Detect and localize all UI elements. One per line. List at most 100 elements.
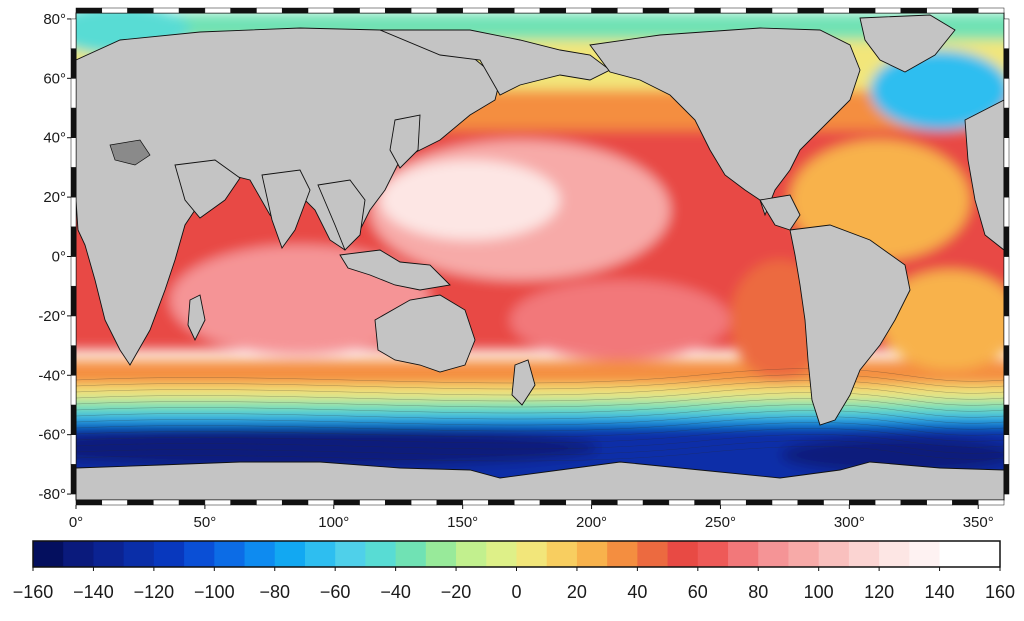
colorbar-segment bbox=[818, 541, 850, 567]
frame-segment bbox=[745, 499, 773, 506]
y-tick-label: 0° bbox=[52, 249, 66, 266]
frame-segment bbox=[1003, 167, 1010, 198]
frame-segment bbox=[952, 7, 979, 14]
frame-segment bbox=[823, 7, 850, 14]
contour-line bbox=[76, 374, 1004, 390]
frame-segment bbox=[1003, 256, 1010, 287]
frame-segment bbox=[771, 7, 799, 14]
frame-segment bbox=[694, 499, 721, 506]
frame-segment bbox=[410, 7, 438, 14]
frame-segment bbox=[1003, 48, 1010, 79]
frame-segment bbox=[70, 285, 77, 317]
land-masses bbox=[76, 14, 1004, 500]
frame-segment bbox=[281, 7, 309, 14]
x-tick-label: 100° bbox=[318, 514, 349, 531]
y-axis: 80° 60° 40° 20° 0° -20° -40° -60° -80° bbox=[38, 11, 71, 503]
field-blob bbox=[380, 160, 560, 240]
frame-segment bbox=[642, 499, 670, 506]
frame-segment bbox=[307, 499, 335, 506]
frame-segment bbox=[668, 499, 695, 506]
frame-segment bbox=[1003, 78, 1010, 109]
land-greenland bbox=[859, 14, 956, 73]
colorbar-segment bbox=[244, 541, 276, 567]
frame-segment bbox=[1003, 107, 1010, 138]
colorbar-segment bbox=[153, 541, 185, 567]
frame-segment bbox=[70, 167, 77, 198]
frame-segment bbox=[70, 226, 77, 257]
frame-segment bbox=[307, 7, 335, 14]
frame-segment bbox=[900, 499, 927, 506]
x-tick-label: 200° bbox=[576, 514, 607, 531]
colorbar-segment bbox=[667, 541, 699, 567]
frame-segment bbox=[230, 7, 257, 14]
land-north-america bbox=[589, 27, 861, 217]
colorbar-label: 120 bbox=[864, 582, 894, 602]
frame-segment bbox=[127, 7, 154, 14]
frame-segment bbox=[70, 375, 77, 406]
contour-line bbox=[76, 422, 1004, 438]
land-dark-region bbox=[109, 139, 151, 166]
colorbar-segment bbox=[939, 541, 971, 567]
y-tick-label: -20° bbox=[38, 308, 66, 325]
frame-segment bbox=[668, 7, 695, 14]
frame-segment bbox=[410, 499, 438, 506]
land-siberia bbox=[379, 29, 611, 96]
frame-segment bbox=[926, 7, 953, 14]
frame-segment bbox=[70, 78, 77, 109]
colorbar-label: −40 bbox=[380, 582, 411, 602]
colorbar-segment bbox=[184, 541, 215, 567]
colorbar-segment bbox=[697, 541, 729, 567]
frame-segment bbox=[70, 464, 77, 495]
field-blob bbox=[880, 270, 1004, 370]
colorbar-label: 100 bbox=[804, 582, 834, 602]
frame-segment bbox=[127, 499, 154, 506]
contour-line bbox=[76, 386, 1004, 402]
colorbar-segment bbox=[335, 541, 366, 567]
frame-segment bbox=[874, 499, 902, 506]
contour-line bbox=[76, 416, 1004, 432]
land-madagascar bbox=[187, 294, 206, 342]
colorbar-segment bbox=[123, 541, 155, 567]
frame-segment bbox=[539, 499, 567, 506]
colorbar-label: −20 bbox=[441, 582, 472, 602]
frame-segment bbox=[849, 499, 876, 506]
frame-segment bbox=[797, 7, 824, 14]
colorbar-label: 60 bbox=[688, 582, 708, 602]
contour-line bbox=[76, 368, 1004, 384]
colorbar bbox=[32, 540, 1001, 568]
frame-segment bbox=[70, 345, 77, 376]
frame-segment bbox=[694, 7, 721, 14]
colorbar-label: −100 bbox=[194, 582, 235, 602]
land-indochina bbox=[317, 179, 366, 251]
land-arabia bbox=[174, 159, 241, 219]
frame-segment bbox=[1003, 434, 1010, 465]
frame-segment bbox=[256, 7, 283, 14]
frame-segment bbox=[720, 499, 747, 506]
frame-segment bbox=[1003, 375, 1010, 406]
colorbar-segment bbox=[93, 541, 125, 567]
frame-segment bbox=[849, 7, 876, 14]
frame-segment bbox=[70, 434, 77, 465]
frame-segment bbox=[1003, 345, 1010, 376]
colorbar-segment bbox=[395, 541, 427, 567]
contour-line bbox=[76, 398, 1004, 414]
frame-segment bbox=[488, 7, 515, 14]
frame-segment bbox=[153, 499, 180, 506]
colorbar-segment bbox=[486, 541, 517, 567]
y-tick-label: -80° bbox=[38, 486, 66, 503]
frame-segment bbox=[823, 499, 850, 506]
frame-segment bbox=[797, 499, 824, 506]
frame-segment bbox=[359, 499, 386, 506]
colorbar-label: 40 bbox=[627, 582, 647, 602]
contour-line bbox=[76, 446, 1004, 462]
frame-segment bbox=[359, 7, 386, 14]
colorbar-segment bbox=[516, 541, 548, 567]
frame-segment bbox=[75, 7, 103, 14]
y-tick-label: 80° bbox=[43, 11, 66, 28]
colorbar-labels: −160 −140 −120 −100 −80 −60 −40 −20 0 20 40 60 80 100… bbox=[13, 567, 1015, 602]
frame-segment bbox=[1003, 315, 1010, 346]
frame-segment bbox=[75, 499, 103, 506]
frame-segment bbox=[977, 499, 1005, 506]
contour-line bbox=[76, 392, 1004, 408]
frame-segment bbox=[462, 7, 489, 14]
